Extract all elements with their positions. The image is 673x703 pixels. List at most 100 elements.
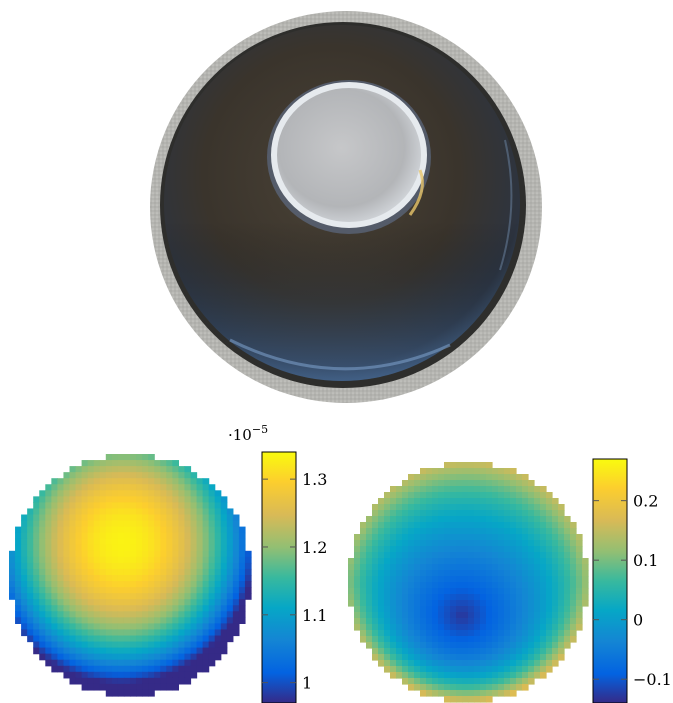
heatmap-right-cell	[462, 510, 469, 517]
heatmap-right-cell	[450, 666, 457, 673]
heatmap-right-cell	[486, 666, 493, 673]
heatmap-left-cell	[160, 635, 167, 643]
heatmap-left-cell	[57, 550, 65, 558]
heatmap-left-cell	[69, 605, 77, 612]
heatmap-left-cell	[148, 677, 155, 685]
heatmap-left-cell	[154, 635, 161, 643]
heatmap-right-cell	[444, 474, 451, 481]
heatmap-right-cell	[552, 570, 559, 577]
heatmap-right-cell	[516, 474, 523, 481]
heatmap-left-cell	[166, 538, 173, 546]
heatmap-left-cell	[105, 611, 113, 618]
heatmap-right-cell	[516, 570, 523, 577]
heatmap-right-cell	[564, 546, 571, 553]
heatmap-right-cell	[396, 588, 403, 595]
heatmap-left-cell	[75, 617, 83, 624]
heatmap-right-cell	[396, 654, 403, 661]
heatmap-left-cell	[117, 460, 125, 467]
heatmap-left-cell	[63, 544, 71, 552]
heatmap-right-cell	[486, 492, 493, 499]
heatmap-right-cell	[510, 480, 517, 487]
heatmap-right-cell	[504, 588, 511, 595]
heatmap-left-cell	[172, 550, 179, 558]
heatmap-left-cell	[172, 623, 179, 631]
heatmap-left-cell	[142, 593, 149, 600]
heatmap-right-cell	[444, 486, 451, 493]
heatmap-left-cell	[214, 496, 222, 503]
heatmap-right-cell	[534, 564, 541, 571]
heatmap-left-cell	[208, 653, 216, 661]
heatmap-right-cell	[432, 516, 439, 523]
heatmap-left-cell	[63, 472, 71, 479]
heatmap-right-cell	[516, 648, 523, 655]
heatmap-right-cell	[540, 654, 547, 661]
heatmap-left-cell	[69, 490, 77, 497]
heatmap-left-cell	[148, 665, 155, 673]
heatmap-right-cell	[474, 606, 481, 613]
heatmap-right-cell	[426, 486, 433, 493]
heatmap-left-cell	[111, 544, 119, 552]
heatmap-right-cell	[480, 660, 487, 667]
heatmap-left-cell	[81, 635, 89, 643]
heatmap-right-cell	[456, 522, 463, 529]
heatmap-left-cell	[51, 659, 58, 667]
heatmap-left-cell	[148, 460, 155, 467]
heatmap-left-cell	[142, 502, 149, 510]
heatmap-left-cell	[69, 514, 77, 522]
heatmap-left-cell	[238, 550, 246, 558]
heatmap-right-cell	[492, 618, 499, 625]
heatmap-right-cell	[444, 636, 451, 643]
heatmap-right-cell	[426, 600, 433, 607]
heatmap-left-cell	[75, 653, 83, 661]
heatmap-left-cell	[172, 502, 179, 510]
heatmap-right-cell	[492, 540, 499, 547]
heatmap-left-cell	[190, 490, 198, 497]
heatmap-right-cell	[546, 642, 553, 649]
heatmap-left-cell	[196, 532, 204, 540]
heatmap-right-cell	[510, 498, 517, 505]
heatmap-left-cell	[45, 587, 52, 594]
heatmap-right-cell	[528, 612, 535, 619]
heatmap-left-cell	[15, 605, 22, 612]
heatmap-left-cell	[154, 484, 161, 491]
heatmap-left-cell	[142, 484, 149, 491]
heatmap-left-cell	[190, 593, 198, 600]
heatmap-right-cell	[456, 660, 463, 667]
heatmap-left-cell	[202, 568, 210, 576]
heatmap-left-cell	[148, 689, 155, 697]
heatmap-right-cell	[486, 570, 493, 577]
heatmap-right-cell	[402, 552, 409, 559]
heatmap-left-cell	[214, 556, 222, 564]
heatmap-left-cell	[208, 562, 216, 570]
heatmap-right-cell	[378, 654, 385, 661]
heatmap-right-cell	[504, 690, 511, 697]
heatmap-left-cell	[172, 490, 179, 497]
heatmap-right-cell	[420, 474, 427, 481]
heatmap-left-cell	[87, 611, 95, 618]
sample-highlight	[408, 169, 424, 216]
heatmap-left-cell	[15, 526, 22, 534]
heatmap-right-cell	[510, 582, 517, 589]
heatmap-left-cell	[69, 538, 77, 546]
heatmap-right-cell	[564, 636, 571, 643]
heatmap-right-cell	[480, 558, 487, 565]
heatmap-right-cell	[558, 570, 565, 577]
heatmap-left-cell	[93, 460, 101, 467]
heatmap-right-cell	[528, 558, 535, 565]
heatmap-left-cell	[39, 544, 46, 552]
heatmap-right-cell	[402, 564, 409, 571]
heatmap-left-cell	[123, 605, 131, 612]
heatmap-right-cell	[516, 684, 523, 691]
heatmap-right-cell	[564, 528, 571, 535]
heatmap-right-cell	[444, 594, 451, 601]
heatmap-right-cell	[450, 606, 457, 613]
heatmap-right-cell	[486, 696, 493, 703]
heatmap-left-cell	[166, 677, 173, 685]
heatmap-right-cell	[522, 588, 529, 595]
heatmap-right-cell	[510, 468, 517, 475]
heatmap-left-cell	[196, 568, 204, 576]
heatmap-right-cell	[534, 546, 541, 553]
heatmap-right-cell	[354, 618, 361, 625]
heatmap-left-cell	[214, 581, 222, 588]
heatmap-right-cell	[510, 636, 517, 643]
